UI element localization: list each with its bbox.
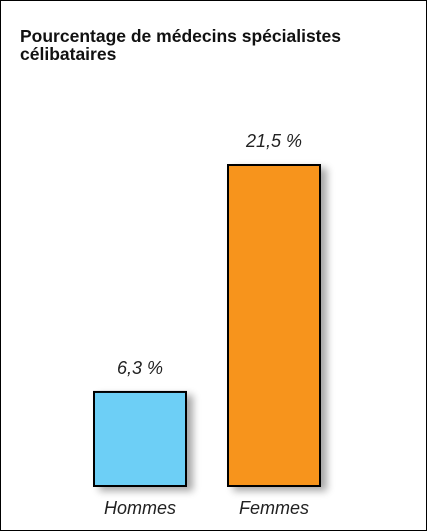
- category-label-femmes: Femmes: [239, 498, 309, 518]
- bar-hommes: [93, 390, 187, 488]
- chart-title: Pourcentage de médecins spécialistes cél…: [20, 26, 341, 64]
- value-label-femmes: 21,5 %: [245, 131, 302, 151]
- bar-femmes: [227, 164, 321, 487]
- category-label-hommes: Hommes: [104, 498, 176, 518]
- value-label-hommes: 6,3 %: [117, 358, 163, 378]
